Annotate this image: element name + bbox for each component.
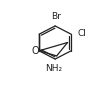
Text: NH₂: NH₂ [46, 64, 63, 73]
Text: O: O [31, 46, 39, 56]
Text: Br: Br [51, 12, 61, 21]
Text: Cl: Cl [77, 29, 86, 38]
